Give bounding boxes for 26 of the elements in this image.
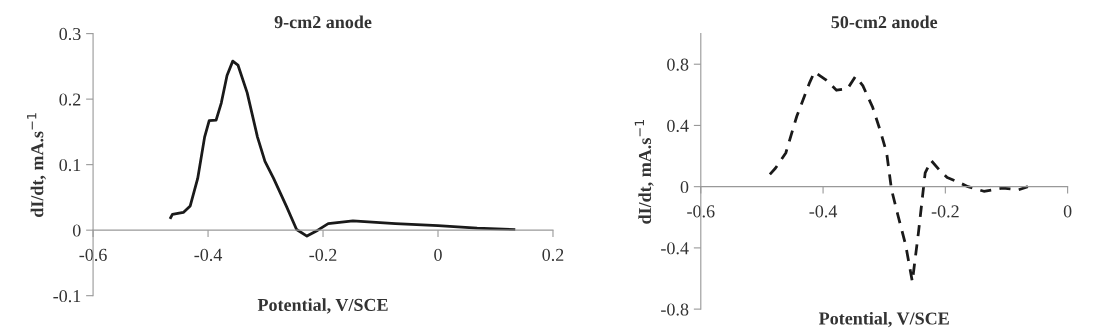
y-tick-label: 0.3 xyxy=(59,27,81,41)
line-series xyxy=(768,70,1030,283)
x-tick-label: -0.2 xyxy=(931,205,959,218)
x-axis-title: Potential, V/SCE xyxy=(818,311,949,328)
y-tick-label: -0.1 xyxy=(53,289,81,303)
line-series xyxy=(169,59,516,238)
x-tick-label: -0.4 xyxy=(194,248,223,261)
x-axis-title: Potential, V/SCE xyxy=(257,298,388,314)
y-tick-label: -0.8 xyxy=(661,303,689,316)
x-tick-label: -0.6 xyxy=(79,248,107,261)
y-tick-label: 0.8 xyxy=(667,58,689,71)
x-tick-label: 0.2 xyxy=(542,248,564,261)
chart-title: 50-cm2 anode xyxy=(831,15,938,29)
y-tick-label: 0 xyxy=(72,224,81,237)
chart-title: 9-cm2 anode xyxy=(274,15,372,29)
y-tick-label: 0.2 xyxy=(59,93,81,106)
x-tick-label: 0 xyxy=(434,248,442,261)
y-tick-label: 0.1 xyxy=(59,158,81,172)
y-axis-title: dI/dt, mA.s$^{−1}$ xyxy=(634,120,654,224)
y-tick-label: 0.4 xyxy=(667,119,689,132)
y-tick-label: 0 xyxy=(680,180,689,194)
x-tick-label: -0.6 xyxy=(687,205,715,218)
x-tick-label: -0.4 xyxy=(809,205,838,218)
x-tick-label: -0.2 xyxy=(309,248,337,261)
x-tick-label: 0 xyxy=(1063,205,1072,218)
y-axis-title: dI/dt, mA.s$^{−1}$ xyxy=(27,113,46,217)
